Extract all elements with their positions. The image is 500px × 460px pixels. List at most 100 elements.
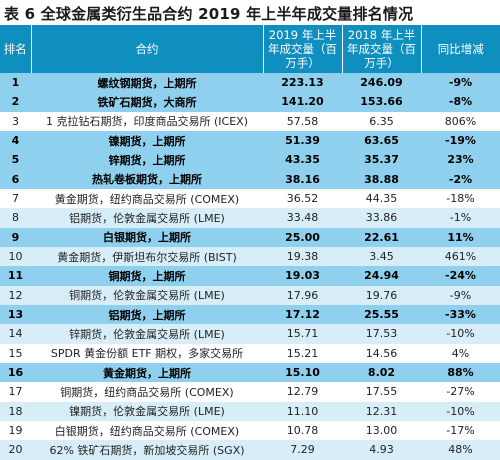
- vol-2018-cell: 13.00: [342, 420, 421, 441]
- ranking-table-wrapper: 排名 合约 2019 年上半年成交量（百万手） 2018 年上半年成交量（百万手…: [0, 25, 500, 460]
- growth-cell: -10%: [421, 401, 500, 421]
- table-header-row: 排名 合约 2019 年上半年成交量（百万手） 2018 年上半年成交量（百万手…: [0, 25, 500, 73]
- table-row: 2 铁矿石期货，大商所 141.20 153.66 -8%: [0, 92, 500, 112]
- vol-2018-cell: 25.55: [342, 304, 421, 325]
- table-row: 5 锌期货，上期所 43.35 35.37 23%: [0, 150, 500, 170]
- vol-2019-cell: 43.35: [263, 150, 342, 170]
- vol-2019-cell: 11.10: [263, 401, 342, 421]
- rank-cell: 16: [0, 362, 31, 383]
- vol-2018-cell: 63.65: [342, 130, 421, 151]
- contract-cell: SPDR 黄金份额 ETF 期权，多家交易所: [31, 343, 263, 363]
- contract-cell: 铝期货，上期所: [31, 304, 263, 325]
- growth-cell: 11%: [421, 227, 500, 247]
- table-row: 17 铜期货，纽约商品交易所 (COMEX) 12.79 17.55 -27%: [0, 382, 500, 402]
- growth-cell: -2%: [421, 169, 500, 189]
- contract-cell: 镍期货，上期所: [31, 130, 263, 151]
- vol-2019-cell: 19.03: [263, 266, 342, 286]
- rank-cell: 10: [0, 246, 31, 267]
- growth-cell: 461%: [421, 246, 500, 267]
- header-vol-2018: 2018 年上半年成交量（百万手）: [342, 25, 422, 73]
- rank-cell: 19: [0, 420, 31, 441]
- vol-2018-cell: 19.76: [342, 285, 421, 305]
- contract-cell: 镍期货，伦敦金属交易所 (LME): [31, 401, 263, 421]
- rank-cell: 2: [0, 92, 31, 112]
- contract-cell: 白银期货，上期所: [31, 227, 263, 247]
- vol-2019-cell: 141.20: [263, 92, 342, 112]
- rank-cell: 17: [0, 382, 31, 402]
- table-row: 4 镍期货，上期所 51.39 63.65 -19%: [0, 130, 500, 151]
- rank-cell: 12: [0, 285, 31, 305]
- contract-cell: 热轧卷板期货，上期所: [31, 169, 263, 189]
- table-row: 19 白银期货，纽约商品交易所 (COMEX) 10.78 13.00 -17%: [0, 420, 500, 441]
- vol-2018-cell: 35.37: [342, 150, 421, 170]
- ranking-table: 排名 合约 2019 年上半年成交量（百万手） 2018 年上半年成交量（百万手…: [0, 25, 500, 460]
- rank-cell: 13: [0, 304, 31, 325]
- vol-2018-cell: 153.66: [342, 92, 421, 112]
- vol-2019-cell: 17.12: [263, 304, 342, 325]
- table-row: 12 铜期货，伦敦金属交易所 (LME) 17.96 19.76 -9%: [0, 285, 500, 305]
- table-title: 表 6 全球金属类衍生品合约 2019 年上半年成交量排名情况: [4, 5, 414, 23]
- growth-cell: -17%: [421, 420, 500, 441]
- vol-2019-cell: 33.48: [263, 208, 342, 228]
- growth-cell: 48%: [421, 440, 500, 460]
- contract-cell: 黄金期货，纽约商品交易所 (COMEX): [31, 188, 263, 209]
- growth-cell: 4%: [421, 343, 500, 363]
- table-row: 6 热轧卷板期货，上期所 38.16 38.88 -2%: [0, 169, 500, 189]
- vol-2018-cell: 6.35: [342, 111, 421, 131]
- vol-2018-cell: 24.94: [342, 266, 421, 286]
- contract-cell: 1 克拉钻石期货，印度商品交易所 (ICEX): [31, 111, 263, 131]
- contract-cell: 黄金期货，伊斯坦布尔交易所 (BIST): [31, 246, 263, 267]
- vol-2018-cell: 44.35: [342, 188, 421, 209]
- vol-2018-cell: 4.93: [342, 440, 421, 460]
- vol-2018-cell: 38.88: [342, 169, 421, 189]
- growth-cell: -1%: [421, 208, 500, 228]
- vol-2019-cell: 7.29: [263, 440, 342, 460]
- header-growth: 同比增减: [421, 25, 500, 73]
- growth-cell: -9%: [421, 73, 500, 93]
- contract-cell: 锌期货，伦敦金属交易所 (LME): [31, 324, 263, 344]
- table-row: 15 SPDR 黄金份额 ETF 期权，多家交易所 15.21 14.56 4%: [0, 343, 500, 363]
- rank-cell: 14: [0, 324, 31, 344]
- growth-cell: 23%: [421, 150, 500, 170]
- header-contract: 合约: [31, 25, 264, 73]
- table-row: 13 铝期货，上期所 17.12 25.55 -33%: [0, 304, 500, 325]
- table-row: 11 铜期货，上期所 19.03 24.94 -24%: [0, 266, 500, 286]
- contract-cell: 锌期货，上期所: [31, 150, 263, 170]
- contract-cell: 62% 铁矿石期货，新加坡交易所 (SGX): [31, 440, 263, 460]
- contract-cell: 铜期货，伦敦金属交易所 (LME): [31, 285, 263, 305]
- vol-2019-cell: 15.10: [263, 362, 342, 383]
- rank-cell: 6: [0, 169, 31, 189]
- rank-cell: 9: [0, 227, 31, 247]
- vol-2018-cell: 8.02: [342, 362, 421, 383]
- vol-2019-cell: 36.52: [263, 188, 342, 209]
- vol-2018-cell: 22.61: [342, 227, 421, 247]
- growth-cell: -10%: [421, 324, 500, 344]
- vol-2018-cell: 17.55: [342, 382, 421, 402]
- vol-2019-cell: 12.79: [263, 382, 342, 402]
- growth-cell: 806%: [421, 111, 500, 131]
- rank-cell: 11: [0, 266, 31, 286]
- growth-cell: -18%: [421, 188, 500, 209]
- growth-cell: -19%: [421, 130, 500, 151]
- table-row: 14 锌期货，伦敦金属交易所 (LME) 15.71 17.53 -10%: [0, 324, 500, 344]
- rank-cell: 8: [0, 208, 31, 228]
- vol-2019-cell: 10.78: [263, 420, 342, 441]
- vol-2018-cell: 12.31: [342, 401, 421, 421]
- table-row: 9 白银期货，上期所 25.00 22.61 11%: [0, 227, 500, 247]
- rank-cell: 5: [0, 150, 31, 170]
- header-vol-2019: 2019 年上半年成交量（百万手）: [263, 25, 343, 73]
- vol-2019-cell: 25.00: [263, 227, 342, 247]
- contract-cell: 铜期货，纽约商品交易所 (COMEX): [31, 382, 263, 402]
- rank-cell: 1: [0, 73, 31, 93]
- table-row: 18 镍期货，伦敦金属交易所 (LME) 11.10 12.31 -10%: [0, 401, 500, 421]
- contract-cell: 白银期货，纽约商品交易所 (COMEX): [31, 420, 263, 441]
- rank-cell: 7: [0, 188, 31, 209]
- contract-cell: 铝期货，伦敦金属交易所 (LME): [31, 208, 263, 228]
- table-row: 20 62% 铁矿石期货，新加坡交易所 (SGX) 7.29 4.93 48%: [0, 440, 500, 460]
- rank-cell: 18: [0, 401, 31, 421]
- contract-cell: 黄金期货，上期所: [31, 362, 263, 383]
- growth-cell: -8%: [421, 92, 500, 112]
- vol-2018-cell: 33.86: [342, 208, 421, 228]
- vol-2019-cell: 57.58: [263, 111, 342, 131]
